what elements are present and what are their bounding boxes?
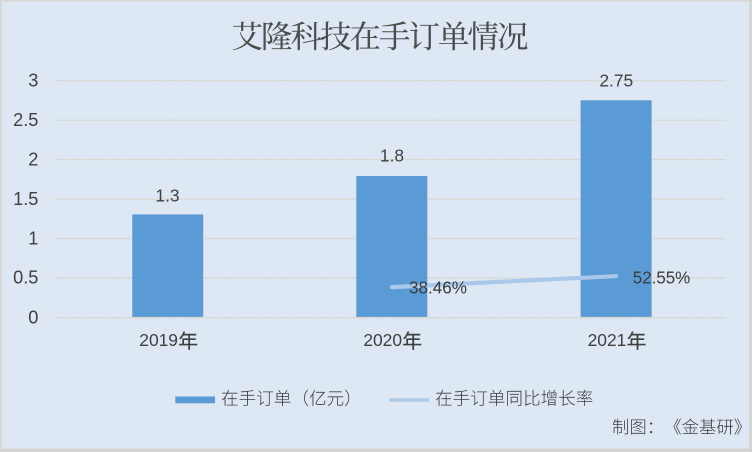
svg-text:2019: 2019 — [139, 330, 178, 350]
svg-text:1.8: 1.8 — [380, 146, 404, 166]
svg-text:1.3: 1.3 — [155, 186, 179, 206]
svg-text:2.5: 2.5 — [13, 110, 38, 130]
svg-text:2.75: 2.75 — [599, 71, 633, 91]
svg-text:1.5: 1.5 — [13, 189, 38, 209]
svg-text:52.55%: 52.55% — [633, 267, 690, 287]
svg-text:2020: 2020 — [363, 330, 402, 350]
svg-text:3: 3 — [28, 70, 38, 90]
svg-text:2021: 2021 — [588, 330, 627, 350]
svg-text:0: 0 — [28, 307, 38, 327]
svg-text:1: 1 — [28, 228, 38, 248]
svg-text:38.46%: 38.46% — [409, 278, 467, 298]
svg-text:2: 2 — [28, 149, 38, 169]
svg-text:0.5: 0.5 — [13, 268, 38, 288]
